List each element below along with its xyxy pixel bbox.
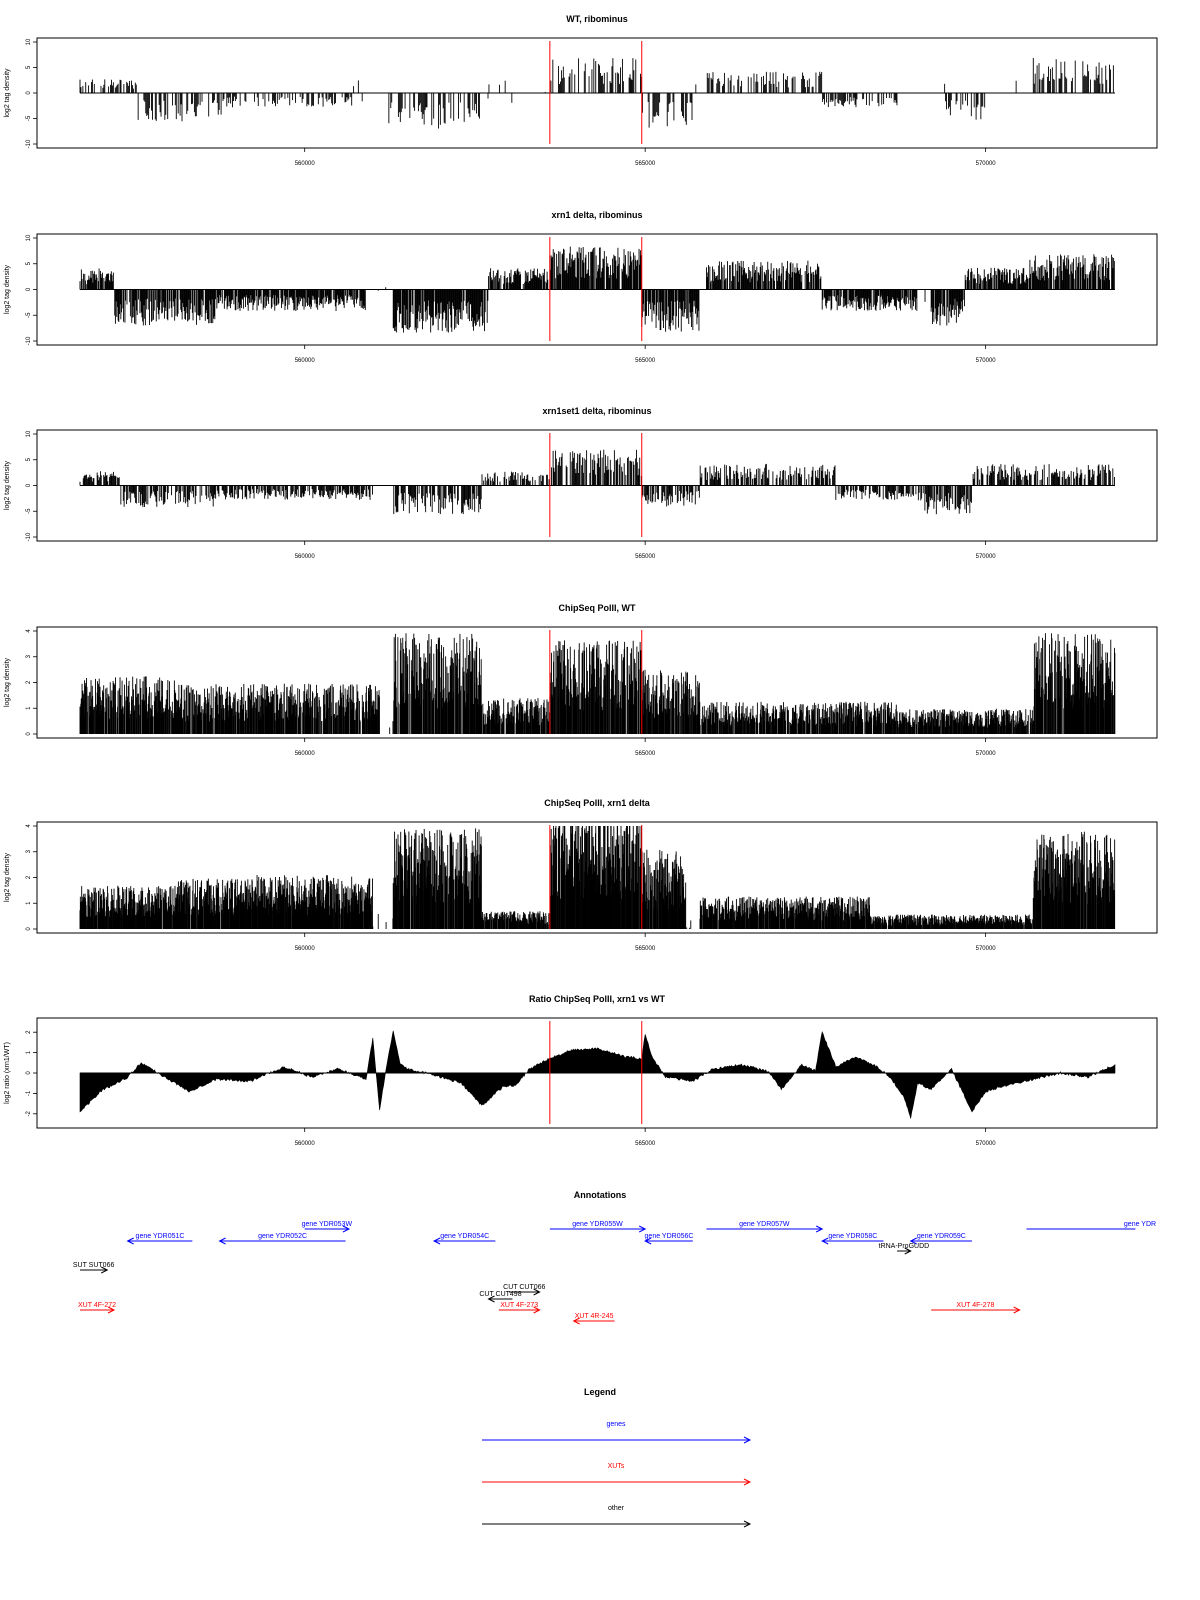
- y-tick-label: 0: [26, 287, 32, 291]
- signal-series: [79, 57, 1115, 129]
- y-tick-label: 2: [26, 680, 32, 684]
- y-tick-label: 1: [26, 706, 32, 710]
- y-tick-label: -10: [26, 139, 32, 148]
- y-tick-label: 0: [26, 483, 32, 487]
- y-tick-label: 0: [26, 732, 32, 736]
- x-tick-label: 570000: [976, 554, 997, 560]
- x-tick-label: 570000: [976, 946, 997, 952]
- y-tick-label: -5: [26, 312, 32, 318]
- x-tick-label: 565000: [635, 751, 656, 757]
- chart-title: WT, ribominus: [566, 14, 628, 24]
- y-tick-label: 3: [26, 849, 32, 853]
- signal-series: [79, 633, 1116, 734]
- chart-panel-3: xrn1set1 delta, ribominus log2 tag densit…: [4, 406, 1158, 560]
- y-tick-label: 5: [26, 457, 32, 461]
- y-tick-label: 3: [26, 654, 32, 658]
- chart-panel-5: ChipSeq PolII, xrn1 delta log2 tag densit…: [4, 798, 1158, 952]
- chart-title: ChipSeq PolII, xrn1 delta: [544, 798, 651, 808]
- y-axis-label: log2 tag density: [4, 68, 11, 118]
- signal-series: [79, 449, 1115, 515]
- y-axis-label: log2 tag density: [4, 852, 11, 902]
- chart-title: ChipSeq PolII, WT: [559, 603, 636, 613]
- chart-panel-2: xrn1 delta, ribominus log2 tag density -10…: [4, 210, 1158, 364]
- y-axis-label: log2 tag density: [4, 264, 11, 314]
- x-tick-label: 565000: [635, 554, 656, 560]
- x-tick-label: 565000: [635, 161, 656, 167]
- chart-panel-1: WT, ribominus log2 tag density -10 -5 0 5 10 56…: [4, 14, 1158, 167]
- y-tick-label: -10: [26, 532, 32, 541]
- x-tick-label: 560000: [295, 751, 316, 757]
- x-tick-label: 560000: [295, 358, 316, 364]
- chart-panel-4: ChipSeq PolII, WT log2 tag density 0 1 2 3 4 56…: [4, 603, 1158, 757]
- y-tick-label: 2: [26, 875, 32, 879]
- y-tick-label: 4: [26, 629, 32, 633]
- x-tick-label: 565000: [635, 358, 656, 364]
- y-tick-label: 10: [26, 234, 32, 241]
- y-axis-label: log2 tag density: [4, 657, 11, 707]
- x-tick-label: 560000: [295, 554, 316, 560]
- y-tick-label: -5: [26, 508, 32, 514]
- signal-series: [79, 246, 1115, 333]
- y-tick-label: 4: [26, 824, 32, 828]
- y-tick-label: 1: [26, 901, 32, 905]
- x-tick-label: 560000: [295, 946, 316, 952]
- y-tick-label: -10: [26, 336, 32, 345]
- y-tick-label: 10: [26, 38, 32, 45]
- y-tick-label: 0: [26, 927, 32, 931]
- x-tick-label: 565000: [635, 946, 656, 952]
- y-tick-label: -5: [26, 115, 32, 121]
- y-tick-label: 5: [26, 65, 32, 69]
- y-tick-label: 0: [26, 91, 32, 95]
- y-tick-label: 10: [26, 430, 32, 437]
- x-tick-label: 570000: [976, 358, 997, 364]
- y-axis-label: log2 tag density: [4, 460, 11, 510]
- y-tick-label: 5: [26, 261, 32, 265]
- x-tick-label: 570000: [976, 161, 997, 167]
- x-tick-label: 570000: [976, 751, 997, 757]
- x-tick-label: 560000: [295, 161, 316, 167]
- chart-title: xrn1set1 delta, ribominus: [542, 406, 651, 416]
- chart-title: xrn1 delta, ribominus: [551, 210, 642, 220]
- signal-series: [79, 826, 1116, 929]
